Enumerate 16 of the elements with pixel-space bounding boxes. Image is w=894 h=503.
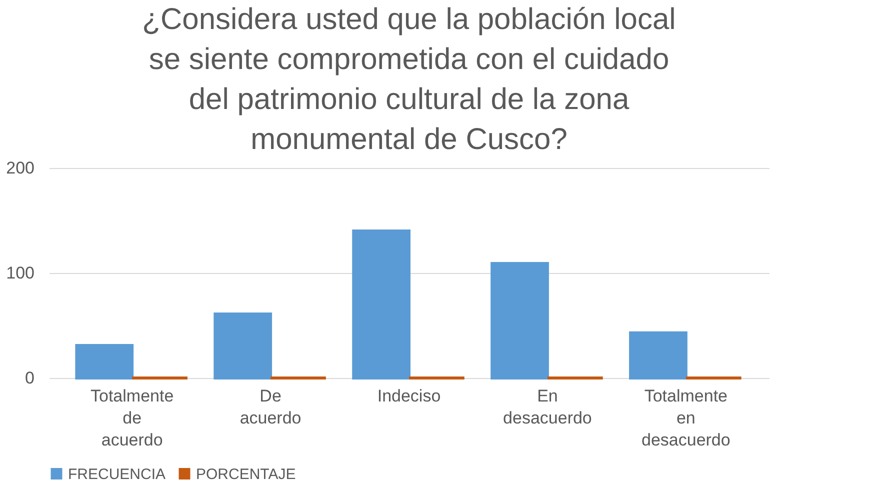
- x-tick-label: De acuerdo: [240, 386, 302, 428]
- x-tick-label: En desacuerdo: [503, 386, 592, 428]
- chart-title: ¿Considera usted que la población local se siente comprometida con el cuidado del patrimonio cultural de la zona monumental de Cusco?: [142, 3, 676, 156]
- bar: [629, 331, 688, 380]
- x-tick-label: Totalmente de acuerdo: [90, 386, 174, 450]
- y-tick-label: 0: [25, 368, 34, 388]
- bar: [75, 344, 134, 380]
- legend-label: FRECUENCIA: [68, 466, 166, 483]
- bar: [352, 230, 410, 380]
- y-tick-label: 200: [6, 158, 34, 178]
- legend-label: PORCENTAJE: [196, 466, 296, 483]
- bar: [490, 262, 549, 380]
- x-tick-label: Totalmente en desacuerdo: [642, 386, 730, 450]
- bar: [214, 312, 272, 380]
- y-tick-label: 100: [6, 264, 34, 282]
- x-tick-label: Indeciso: [377, 386, 441, 406]
